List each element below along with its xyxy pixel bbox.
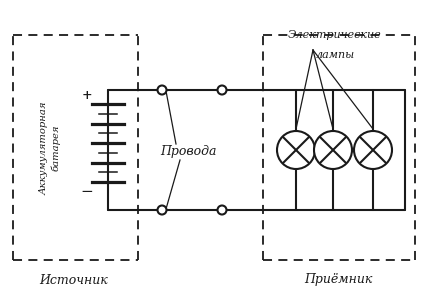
Circle shape <box>314 131 352 169</box>
Text: Электрические: Электрические <box>288 30 382 40</box>
Text: Провода: Провода <box>160 146 216 158</box>
Text: −: − <box>80 185 93 199</box>
Circle shape <box>354 131 392 169</box>
Text: батарея: батарея <box>51 125 61 171</box>
Text: +: + <box>82 89 92 102</box>
Circle shape <box>277 131 315 169</box>
Circle shape <box>217 206 226 214</box>
Circle shape <box>217 85 226 94</box>
Circle shape <box>158 85 166 94</box>
Text: Аккумуляторная: Аккумуляторная <box>39 101 48 195</box>
Text: лампы: лампы <box>315 50 354 60</box>
Text: Источник: Источник <box>40 274 108 286</box>
Circle shape <box>158 206 166 214</box>
Text: Приёмник: Приёмник <box>304 274 372 286</box>
